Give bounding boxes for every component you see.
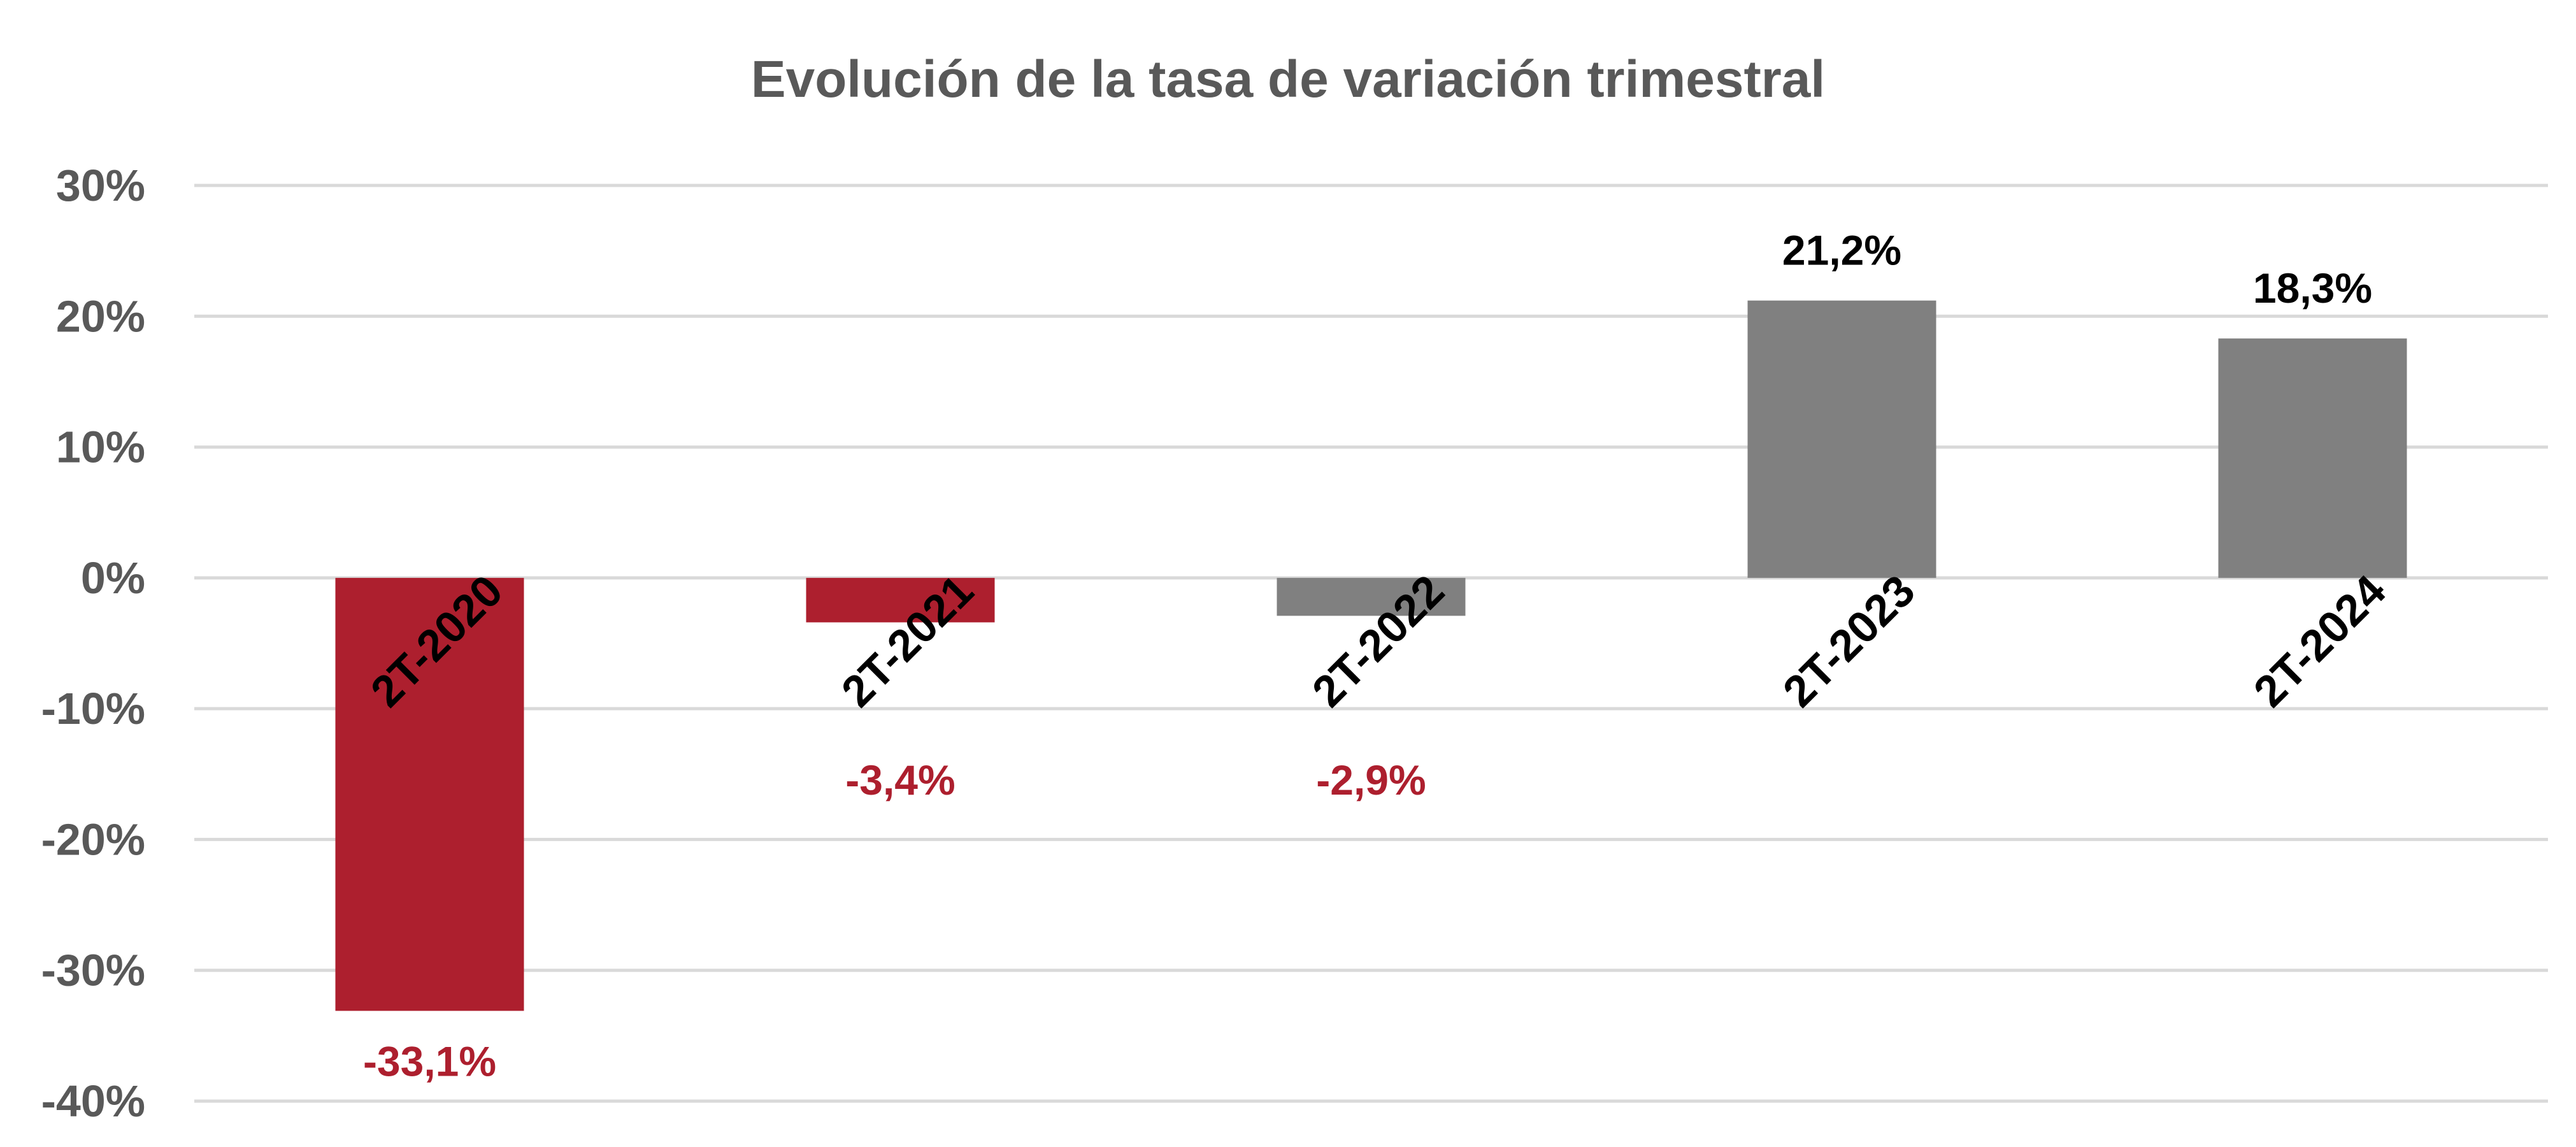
category-label: 2T-2023 [1773,565,1924,716]
category-label: 2T-2024 [2244,565,2395,716]
y-tick-label: -10% [41,684,145,733]
data-label: 21,2% [1782,227,1901,274]
chart-title: Evolución de la tasa de variación trimes… [751,50,1825,108]
bar [806,577,995,623]
y-tick-label: 20% [56,291,145,341]
data-label: 18,3% [2253,264,2372,312]
y-tick-label: 10% [56,422,145,472]
y-tick-label: -30% [41,946,145,995]
y-tick-label: 30% [56,161,145,210]
y-axis-tick-labels: 30% 20% 10% 0% -10% -20% -30% -40% [41,161,145,1126]
bar [1747,300,1936,578]
bar [335,577,524,1011]
bar [2218,338,2407,578]
data-label: -3,4% [845,756,955,804]
gridlines [194,184,2548,1103]
y-tick-label: -40% [41,1076,145,1126]
y-tick-label: 0% [81,553,145,603]
data-labels: -33,1% -3,4% -2,9% 21,2% 18,3% [363,227,2372,1085]
data-label: -2,9% [1316,756,1426,804]
bar [1277,577,1466,616]
y-tick-label: -20% [41,814,145,864]
bars [335,300,2407,1011]
data-label: -33,1% [363,1037,496,1085]
